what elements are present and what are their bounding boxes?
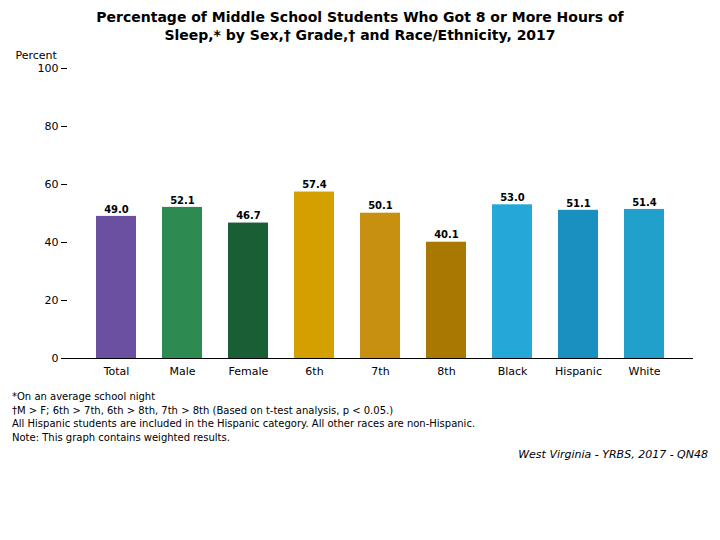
svg-text:49.0: 49.0 — [104, 204, 129, 215]
svg-text:Female: Female — [229, 366, 269, 379]
svg-text:100: 100 — [38, 62, 59, 75]
html-text:West Virginia - YRBS, 2017 - Q: West Virginia - YRBS, 2017 - QN48 — [518, 448, 708, 462]
svg-text:51.4: 51.4 — [632, 197, 657, 208]
svg-text:Black: Black — [498, 366, 528, 379]
svg-text:57.4: 57.4 — [302, 180, 327, 191]
svg-text:40: 40 — [45, 236, 59, 249]
svg-text:Total: Total — [103, 366, 130, 379]
svg-text:40.1: 40.1 — [434, 230, 459, 241]
svg-text:50.1: 50.1 — [368, 201, 393, 212]
svg-text:52.1: 52.1 — [170, 195, 195, 206]
html-text:Percentage of Middle School St: Percentage of Middle School Students Who… — [96, 9, 624, 25]
svg-text:80: 80 — [45, 120, 59, 133]
svg-text:46.7: 46.7 — [236, 211, 261, 222]
html-text:*On an average school night: *On an average school night — [12, 391, 156, 403]
svg-text:6th: 6th — [305, 366, 323, 379]
svg-text:8th: 8th — [437, 366, 455, 379]
svg-text:0: 0 — [52, 352, 59, 365]
svg-text:60: 60 — [45, 178, 59, 191]
svg-text:Percent: Percent — [16, 50, 58, 63]
svg-text:Male: Male — [169, 366, 195, 379]
html-text:†M > F; 6th > 7th, 6th > 8th,: †M > F; 6th > 7th, 6th > 8th, 7th > 8th … — [12, 404, 394, 416]
svg-text:White: White — [629, 366, 661, 379]
html-text:Note: This graph contains weig: Note: This graph contains weighted resul… — [12, 431, 230, 443]
svg-text:51.1: 51.1 — [566, 198, 591, 209]
svg-text:7th: 7th — [371, 366, 389, 379]
html-text:All Hispanic students are incl: All Hispanic students are included in th… — [12, 418, 476, 430]
html-text:Sleep,* by Sex,† Grade,† and R: Sleep,* by Sex,† Grade,† and Race/Ethnic… — [164, 27, 556, 44]
svg-text:20: 20 — [45, 294, 59, 307]
svg-text:53.0: 53.0 — [500, 192, 525, 203]
svg-text:Hispanic: Hispanic — [555, 366, 602, 379]
